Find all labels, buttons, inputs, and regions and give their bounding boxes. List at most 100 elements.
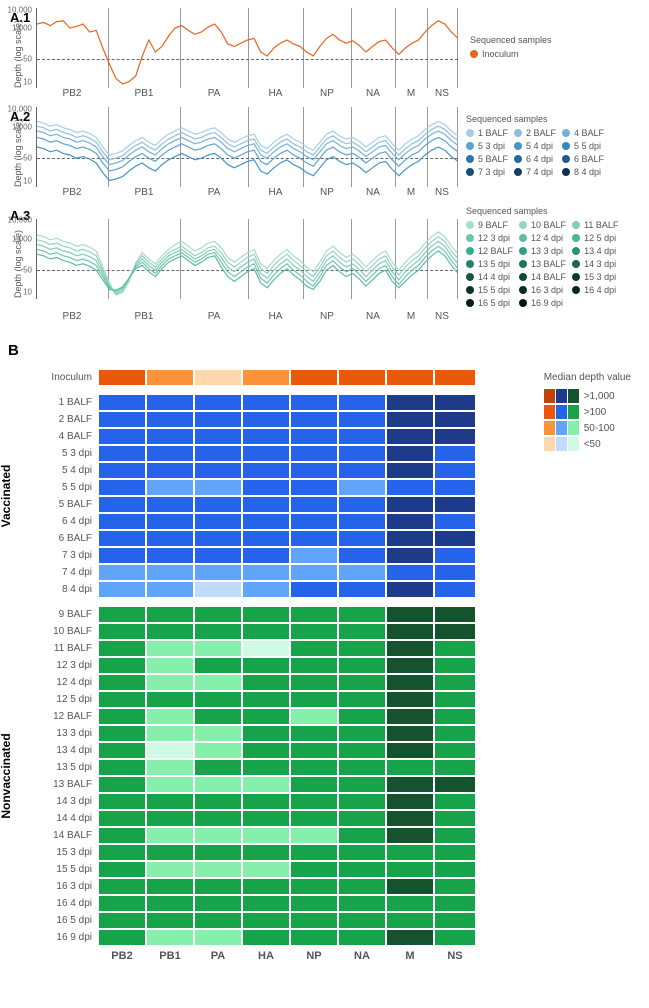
heatmap-cell: [434, 827, 476, 844]
heatmap-cell: [146, 810, 194, 827]
heatmap-cell: [242, 810, 290, 827]
heatmap-cell: [146, 369, 194, 386]
legend-swatch-icon: [568, 389, 579, 403]
heatmap-cell: [290, 827, 338, 844]
heatmap-cell: [146, 929, 194, 946]
heatmap-cell: [242, 564, 290, 581]
heatmap-cell: [386, 895, 434, 912]
heatmap-cell: [242, 725, 290, 742]
row-label: 15 3 dpi: [8, 844, 92, 861]
heatmap-cell: [242, 759, 290, 776]
legend-swatch-icon: [544, 389, 555, 403]
legend-dot-icon: [562, 129, 570, 137]
heatmap-cell: [386, 640, 434, 657]
heatmap-cell: [290, 640, 338, 657]
heatmap-cell: [338, 861, 386, 878]
legend-item: 9 BALF: [466, 220, 513, 230]
segment-label: HA: [248, 187, 303, 198]
legend-item: 11 BALF: [572, 220, 618, 230]
segment-label: M: [395, 311, 427, 322]
row-label: 13 4 dpi: [8, 742, 92, 759]
heatmap-cell: [242, 640, 290, 657]
heatmap-cell: [98, 708, 146, 725]
heatmap-cell: [146, 776, 194, 793]
heatmap-cell: [194, 513, 242, 530]
row-label: 14 BALF: [8, 827, 92, 844]
heatmap-cell: [290, 445, 338, 462]
heatmap-cell: [146, 861, 194, 878]
heatmap-cell: [194, 827, 242, 844]
heatmap-cell: [98, 581, 146, 598]
row-label: 10 BALF: [8, 623, 92, 640]
heatmap-cell: [386, 810, 434, 827]
heatmap-cell: [338, 827, 386, 844]
legend-item: 16 9 dpi: [519, 298, 566, 308]
heatmap-cell: [242, 674, 290, 691]
heatmap-cell: [290, 606, 338, 623]
legend-item: 12 BALF: [466, 246, 513, 256]
heatmap-row: [98, 623, 476, 640]
heatmap-cell: [242, 513, 290, 530]
heatmap-cell: [290, 513, 338, 530]
segment-label: NP: [303, 187, 351, 198]
heatmap-row: [98, 912, 476, 929]
heatmap-row: [98, 725, 476, 742]
chart-area-a1: [36, 8, 458, 88]
heatmap-cell: [146, 844, 194, 861]
heatmap-cell: [434, 759, 476, 776]
heatmap-cell: [290, 496, 338, 513]
heatmap-cell: [242, 496, 290, 513]
legend-label: 8 4 dpi: [574, 167, 601, 177]
row-label: 12 5 dpi: [8, 691, 92, 708]
heatmap-cell: [386, 861, 434, 878]
heatmap-cell: [434, 479, 476, 496]
heatmap-cell: [386, 479, 434, 496]
y-tick: 1,000: [12, 24, 32, 33]
legend-dot-icon: [572, 260, 580, 268]
heatmap-cell: [194, 725, 242, 742]
heatmap-cell: [290, 394, 338, 411]
heatmap-cell: [338, 547, 386, 564]
legend-dot-icon: [519, 234, 527, 242]
legend-dot-icon: [466, 286, 474, 294]
heatmap-cell: [242, 623, 290, 640]
legend-dot-icon: [562, 155, 570, 163]
heatmap-cell: [146, 708, 194, 725]
heatmap-cell: [242, 776, 290, 793]
y-tick: 50: [23, 55, 32, 64]
heatmap-cell: [194, 530, 242, 547]
heatmap-cell: [386, 428, 434, 445]
heatmap-cell: [386, 725, 434, 742]
heatmap-cell: [434, 878, 476, 895]
median-legend-label: <50: [584, 439, 601, 450]
heatmap-row: [98, 411, 476, 428]
heatmap-cell: [194, 793, 242, 810]
heatmap-cell: [146, 479, 194, 496]
legend-dot-icon: [562, 142, 570, 150]
heatmap-cell: [194, 742, 242, 759]
heatmap-cell: [194, 640, 242, 657]
legend-dot-icon: [466, 129, 474, 137]
legend-label: 15 3 dpi: [584, 272, 616, 282]
legend-dot-icon: [514, 168, 522, 176]
legend-item: 14 4 dpi: [466, 272, 513, 282]
heatmap-cell: [290, 564, 338, 581]
legend-dot-icon: [572, 221, 580, 229]
legend-label: 11 BALF: [584, 220, 618, 230]
heatmap-cell: [146, 547, 194, 564]
heatmap-cell: [146, 564, 194, 581]
segment-label: PA: [180, 311, 248, 322]
heatmap-cell: [242, 606, 290, 623]
heatmap-row: [98, 810, 476, 827]
panel-a2: A.2 Depth (log scale) 10501,00010,000 Se…: [8, 107, 641, 198]
heatmap-cell: [290, 674, 338, 691]
heatmap-cell: [194, 369, 242, 386]
heatmap-row: [98, 895, 476, 912]
heatmap-cell: [290, 742, 338, 759]
heatmap-cell: [242, 411, 290, 428]
vaccinated-group-label: Vaccinated: [0, 465, 13, 528]
heatmap-cell: [386, 878, 434, 895]
heatmap-cell: [98, 742, 146, 759]
row-label: 7 4 dpi: [8, 564, 92, 581]
column-label: PA: [194, 950, 242, 962]
